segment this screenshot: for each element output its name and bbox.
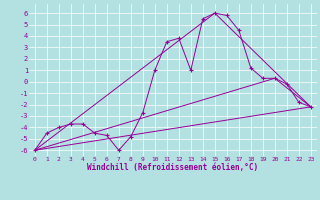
X-axis label: Windchill (Refroidissement éolien,°C): Windchill (Refroidissement éolien,°C): [87, 163, 258, 172]
